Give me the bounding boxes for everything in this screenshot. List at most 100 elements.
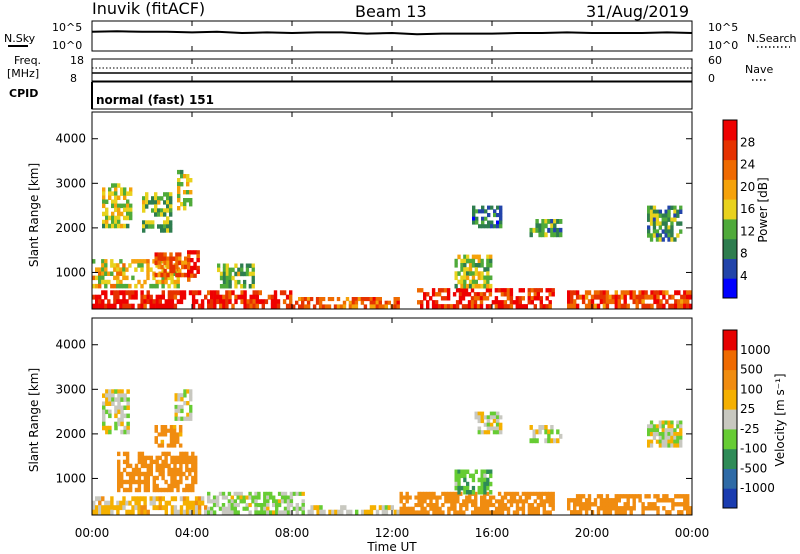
scatter-cell bbox=[248, 495, 252, 500]
scatter-cell bbox=[480, 506, 484, 511]
scatter-cell bbox=[92, 294, 96, 300]
scatter-cell bbox=[257, 510, 261, 515]
scatter-cell bbox=[559, 227, 563, 233]
scatter-cell bbox=[460, 283, 464, 289]
scatter-cell bbox=[494, 304, 499, 309]
scatter-cell bbox=[674, 502, 678, 507]
scatter-cell bbox=[509, 503, 514, 508]
scatter-cell bbox=[170, 294, 175, 300]
scatter-cell bbox=[111, 219, 115, 225]
scatter-cell bbox=[230, 510, 234, 515]
scatter-cell bbox=[381, 509, 386, 515]
scatter-cell bbox=[154, 428, 158, 433]
scatter-cell bbox=[472, 205, 476, 210]
scatter-cell bbox=[480, 473, 484, 479]
scatter-cell bbox=[632, 494, 636, 499]
scatter-cell bbox=[369, 509, 374, 515]
scatter-cell bbox=[126, 223, 130, 229]
scatter-cell bbox=[248, 491, 252, 496]
scatter-cell bbox=[163, 256, 167, 261]
scatter-cell bbox=[237, 279, 241, 285]
scatter-cell bbox=[98, 496, 102, 502]
scatter-cell bbox=[518, 296, 522, 301]
xtick-label: 00:00 bbox=[75, 526, 110, 540]
scatter-cell bbox=[483, 503, 487, 508]
scatter-cell bbox=[673, 209, 677, 214]
scatter-cell bbox=[454, 469, 458, 474]
scatter-cell bbox=[169, 425, 174, 430]
scatter-cell bbox=[122, 467, 127, 473]
scatter-cell bbox=[524, 304, 528, 309]
scatter-cell bbox=[429, 503, 433, 508]
scatter-cell bbox=[123, 397, 127, 402]
scatter-cell bbox=[658, 213, 662, 218]
scatter-cell bbox=[473, 300, 478, 305]
scatter-cell bbox=[191, 459, 195, 465]
scatter-cell bbox=[652, 213, 657, 218]
scatter-cell bbox=[539, 503, 543, 508]
scatter-cell bbox=[101, 303, 105, 309]
scatter-cell bbox=[252, 299, 256, 305]
scatter-cell bbox=[120, 187, 124, 192]
scatter-cell bbox=[219, 299, 223, 305]
scatter-cell bbox=[194, 505, 199, 511]
scatter-cell bbox=[160, 432, 165, 437]
scatter-cell bbox=[193, 265, 197, 271]
scatter-cell bbox=[286, 499, 291, 504]
scatter-cell bbox=[457, 477, 461, 483]
scatter-cell bbox=[173, 471, 177, 477]
scatter-cell bbox=[509, 296, 514, 301]
scatter-cell bbox=[169, 224, 173, 229]
scatter-cell bbox=[163, 425, 168, 430]
scatter-cell bbox=[477, 258, 481, 264]
scatter-cell bbox=[417, 503, 421, 508]
scatter-cell bbox=[111, 199, 115, 204]
scatter-cell bbox=[161, 451, 165, 457]
scatter-cell bbox=[177, 190, 181, 195]
scatter-cell bbox=[108, 409, 112, 415]
scatter-cell bbox=[310, 509, 314, 515]
scatter-cell bbox=[230, 495, 234, 500]
scatter-cell bbox=[641, 506, 645, 511]
scatter-cell bbox=[170, 475, 174, 481]
scatter-cell bbox=[163, 252, 167, 257]
scatter-cell bbox=[667, 209, 671, 214]
scatter-cell bbox=[587, 494, 592, 499]
scatter-cell bbox=[146, 263, 150, 268]
scatter-cell bbox=[175, 256, 179, 261]
scatter-cell bbox=[321, 297, 326, 302]
scatter-cell bbox=[318, 300, 323, 305]
scatter-cell bbox=[530, 296, 534, 301]
scatter-cell bbox=[183, 416, 187, 421]
scatter-cell bbox=[673, 435, 677, 440]
scatter-cell bbox=[602, 506, 607, 511]
scatter-cell bbox=[632, 290, 636, 296]
scatter-cell bbox=[462, 510, 466, 515]
scatter-cell bbox=[420, 491, 424, 496]
scatter-cell bbox=[234, 284, 238, 289]
scatter-cell bbox=[191, 290, 196, 296]
scatter-cell bbox=[581, 299, 586, 305]
scatter-cell bbox=[551, 499, 555, 504]
scatter-cell bbox=[182, 290, 187, 296]
scatter-cell bbox=[668, 498, 672, 503]
scatter-cell bbox=[210, 506, 214, 511]
scatter-cell bbox=[405, 510, 409, 515]
scatter-cell bbox=[655, 217, 660, 222]
scatter-cell bbox=[468, 473, 473, 479]
scatter-cell bbox=[137, 509, 141, 515]
scatter-cell bbox=[275, 499, 279, 504]
scatter-cell bbox=[641, 294, 645, 300]
scatter-cell bbox=[172, 439, 177, 444]
scatter-cell bbox=[315, 297, 320, 302]
scatter-cell bbox=[599, 299, 604, 305]
scatter-cell bbox=[463, 279, 467, 285]
scatter-cell bbox=[656, 510, 660, 515]
scatter-cell bbox=[399, 491, 403, 496]
scatter-cell bbox=[617, 303, 621, 309]
scatter-cell bbox=[453, 506, 457, 511]
scatter-cell bbox=[105, 219, 109, 225]
scatter-cell bbox=[125, 275, 129, 281]
scatter-cell bbox=[189, 202, 193, 207]
scatter-cell bbox=[567, 290, 571, 296]
